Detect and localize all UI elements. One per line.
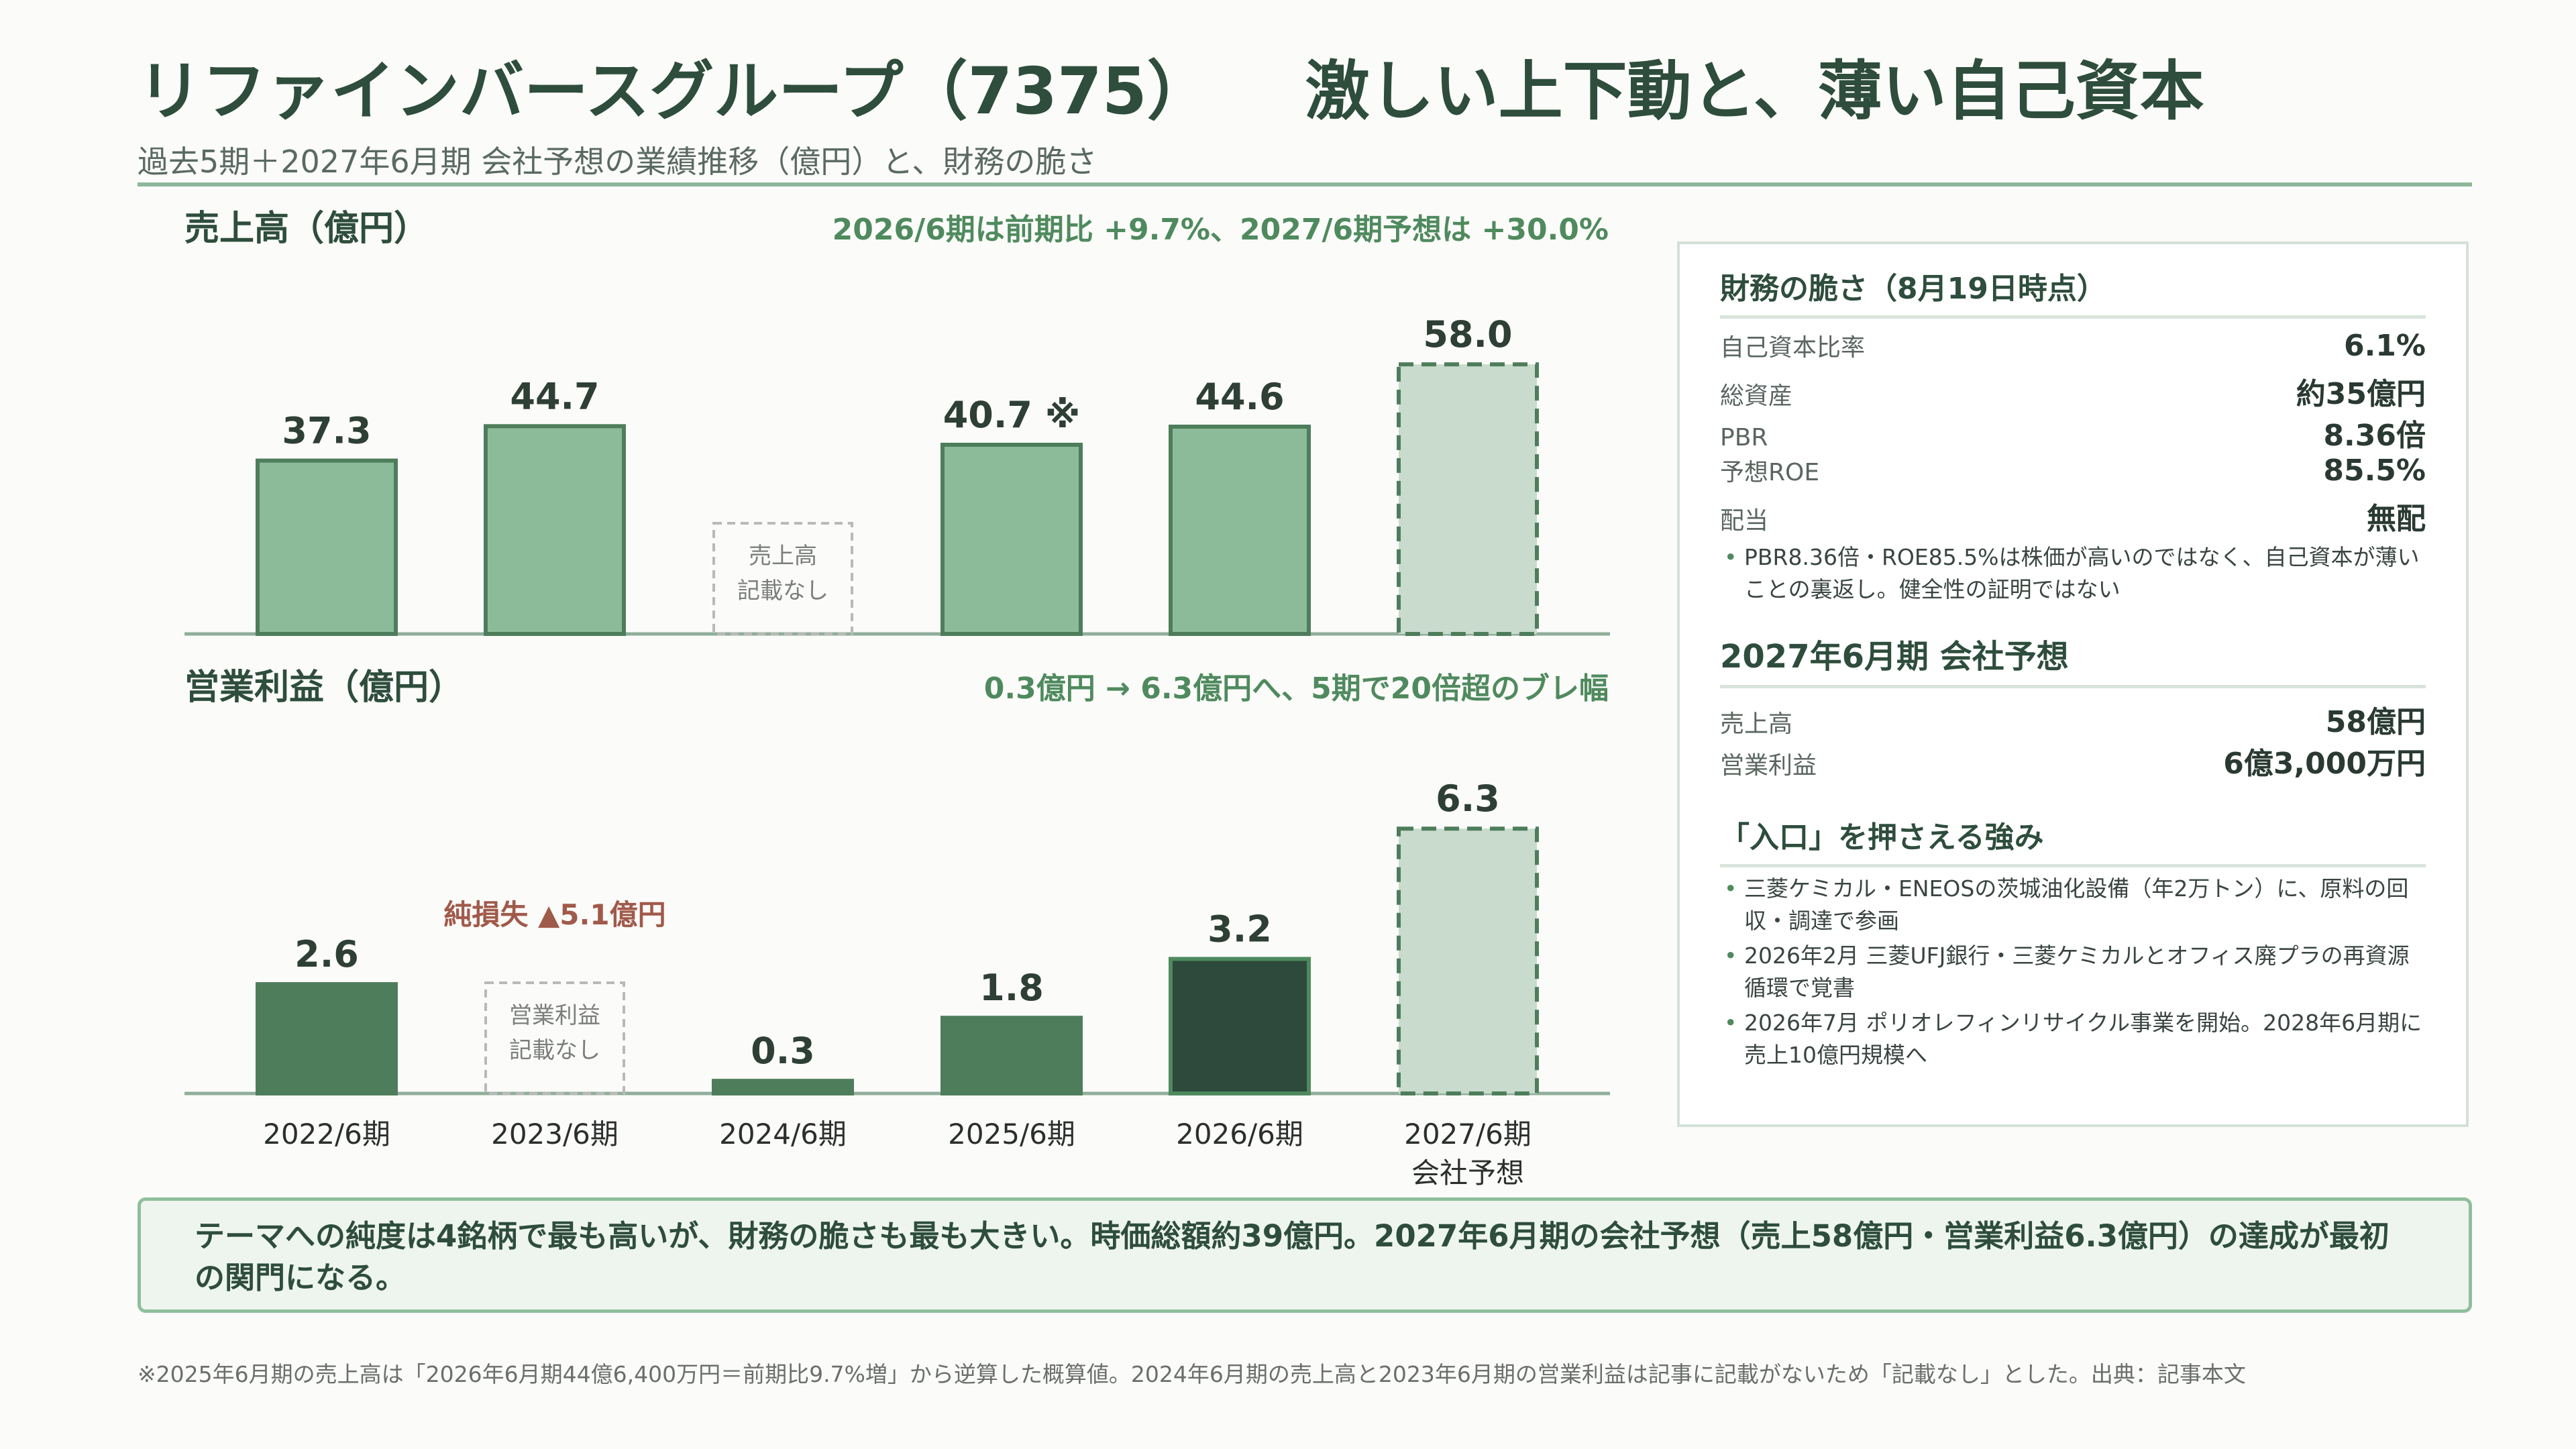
fragility-value: 85.5% [2323, 453, 2426, 488]
strength-item: 2026年2月 三菱UFJ銀行・三菱ケミカルとオフィス廃プラの再資源循環で覚書 [1720, 940, 2426, 1004]
x-axis-label: 会社予想 [1411, 1157, 1524, 1189]
fragility-label: 配当 [1720, 507, 1769, 535]
profit-value-label: 0.3 [751, 1030, 815, 1072]
sales-missing-label: 売上高 [749, 543, 817, 570]
fragility-note: PBR8.36倍・ROE85.5%は株価が高いのではなく、自己資本が薄いことの裏… [1720, 541, 2426, 606]
title-sub: 激しい上下動と、薄い自己資本 [1305, 54, 2204, 129]
title-main: リファインバースグループ（7375） [138, 54, 1212, 129]
profit-value-label: 3.2 [1208, 908, 1272, 950]
profit-missing-label: 営業利益 [509, 1002, 600, 1029]
fragility-notes: PBR8.36倍・ROE85.5%は株価が高いのではなく、自己資本が薄いことの裏… [1720, 541, 2426, 606]
sales-bar [1169, 424, 1311, 636]
strengths-heading: 「入口」を押さえる強み [1720, 813, 2426, 867]
fragility-value: 無配 [2367, 502, 2426, 536]
x-axis-label: 2027/6期 [1404, 1118, 1532, 1150]
loss-annotation: 純損失 ▲5.1億円 [443, 898, 665, 931]
fragility-label: 自己資本比率 [1720, 334, 1866, 362]
sales-value-label: 37.3 [282, 410, 371, 452]
forecast-row: 売上高 58億円 [1720, 698, 2426, 739]
forecast-heading: 2027年6月期 会社予想 [1720, 630, 2426, 688]
conclusion-box: テーマへの純度は4銘柄で最も高いが、財務の脆さも最も大きい。時価総額約39億円。… [138, 1197, 2472, 1313]
sales-value-label: 40.7 ※ [943, 394, 1081, 436]
profit-bar [941, 1016, 1083, 1095]
profit-value-label: 6.3 [1436, 777, 1500, 820]
profit-bar [1169, 957, 1311, 1096]
page-subtitle: 過去5期＋2027年6月期 会社予想の業績推移（億円）と、財務の脆さ [138, 144, 1097, 180]
fragility-label: 総資産 [1720, 382, 1793, 410]
fragility-row: 予想ROE 85.5% [1720, 453, 2426, 494]
forecast-row: 営業利益 6億3,000万円 [1720, 739, 2426, 781]
x-axis-label: 2024/6期 [719, 1118, 847, 1150]
x-axis-label: 2022/6期 [263, 1118, 390, 1150]
fragility-row: 配当 無配 [1720, 494, 2426, 536]
fragility-value: 6.1% [2343, 329, 2426, 363]
profit-bar [1397, 826, 1539, 1095]
profit-bar [256, 982, 398, 1095]
sales-bar [1397, 362, 1539, 637]
profit-value-label: 2.6 [294, 933, 359, 975]
strength-item: 三菱ケミカル・ENEOSの茨城油化設備（年2万トン）に、原料の回収・調達で参画 [1720, 873, 2426, 937]
profit-chart-title: 営業利益（億円） [184, 667, 464, 708]
fragility-value: 8.36倍 [2323, 419, 2426, 453]
x-axis-label: 2023/6期 [491, 1118, 619, 1150]
page-title: リファインバースグループ（7375） 激しい上下動と、薄い自己資本 [138, 39, 2204, 132]
sales-bar [256, 458, 398, 636]
profit-missing-box [484, 981, 625, 1095]
strengths-list: 三菱ケミカル・ENEOSの茨城油化設備（年2万トン）に、原料の回収・調達で参画2… [1720, 873, 2426, 1071]
sales-chart-title: 売上高（億円） [184, 209, 429, 249]
forecast-table: 売上高 58億円営業利益 6億3,000万円 [1720, 698, 2426, 781]
profit-bar [712, 1079, 854, 1095]
forecast-value: 58億円 [2325, 705, 2426, 739]
fragility-heading: 財務の脆さ（8月19日時点） [1720, 264, 2426, 319]
fragility-table: 自己資本比率 6.1% 総資産 約35億円 PBR 8.36倍予想ROE 85.5% 配当 無配 [1720, 328, 2426, 536]
profit-chart-note: 0.3億円 → 6.3億円へ、5期で20倍超のブレ幅 [983, 672, 1609, 706]
forecast-label: 営業利益 [1720, 752, 1817, 780]
forecast-value: 6億3,000万円 [2223, 747, 2426, 781]
sales-missing-box [712, 522, 853, 635]
side-panel: 財務の脆さ（8月19日時点） 自己資本比率 6.1% 総資産 約35億円 PBR 8.36… [1677, 241, 2469, 1127]
profit-value-label: 1.8 [979, 967, 1044, 1009]
fragility-value: 約35億円 [2296, 377, 2426, 411]
strength-item: 2026年7月 ポリオレフィンリサイクル事業を開始。2028年6月期に売上10億… [1720, 1007, 2426, 1071]
fragility-label: 予想ROE [1720, 459, 1820, 486]
sales-value-label: 58.0 [1423, 313, 1512, 356]
fragility-row: 自己資本比率 6.1% [1720, 328, 2426, 370]
fragility-row: PBR 8.36倍 [1720, 411, 2426, 453]
sales-chart-note: 2026/6期は前期比 +9.7%、2027/6期予想は +30.0% [832, 213, 1609, 247]
fragility-row: 総資産 約35億円 [1720, 370, 2426, 411]
fragility-label: PBR [1720, 424, 1768, 451]
sales-bar [941, 443, 1083, 636]
header-divider [138, 182, 2472, 186]
profit-missing-label: 記載なし [509, 1037, 600, 1064]
sales-bar [484, 424, 626, 636]
sales-missing-label: 記載なし [737, 578, 828, 604]
footnote: ※2025年6月期の売上高は「2026年6月期44億6,400万円＝前期比9.7… [138, 1361, 2246, 1387]
forecast-label: 売上高 [1720, 710, 1793, 738]
sales-value-label: 44.7 [510, 375, 599, 417]
x-axis-label: 2025/6期 [948, 1118, 1075, 1150]
x-axis-label: 2026/6期 [1176, 1118, 1303, 1150]
sales-value-label: 44.6 [1195, 376, 1284, 418]
